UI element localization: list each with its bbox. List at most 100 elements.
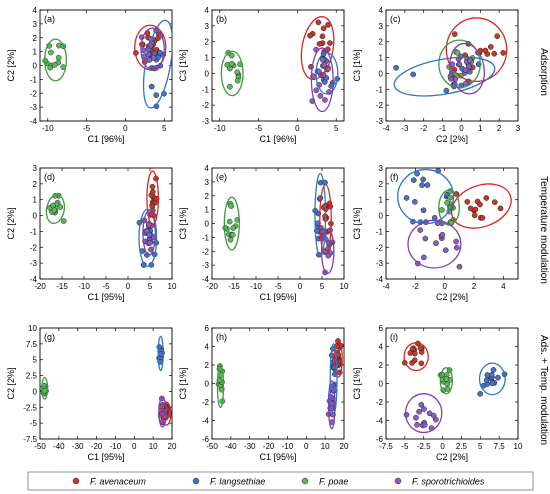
y-tick-label: -2 [30,243,38,252]
confidence-ellipse [319,183,332,255]
y-tick-label: -1 [202,85,210,94]
x-axis-label: C1 [95%] [259,292,296,302]
panel-letter: (h) [216,332,227,342]
confidence-ellipse [438,189,460,226]
y-tick-label: -3 [30,103,38,112]
data-point [313,87,320,94]
data-point [467,205,474,212]
y-axis-label: C2 [2%] [6,49,16,81]
x-tick-label: 0 [298,282,303,291]
confidence-ellipse [439,367,454,395]
y-tick-label: -6 [202,435,210,444]
data-point [490,367,497,373]
plot-frame [211,327,345,440]
x-tick-label: 10 [321,442,330,451]
y-tick-label: 3 [379,22,384,31]
data-point [321,61,328,68]
y-tick-label: 2 [379,180,384,189]
data-point [433,240,439,246]
confidence-ellipse [44,38,68,82]
data-point [321,79,328,85]
y-axis-label: C3 [1%] [178,207,188,239]
x-tick-label: 5 [148,282,153,291]
x-tick-label: -40 [53,442,65,451]
y-axis-label: C3 [1%] [352,367,362,399]
data-point [315,19,322,26]
data-point [442,247,449,254]
y-tick-label: 0 [33,387,38,396]
marks [215,338,344,430]
x-tick-label: 0 [126,282,131,291]
data-point [431,214,438,221]
panel-letter: (a) [44,14,55,24]
x-tick-label: 0 [295,124,300,133]
x-tick-label: 4 [501,282,506,291]
marks [42,19,172,110]
x-tick-label: 5 [334,124,339,133]
y-tick-label: -3 [202,261,210,270]
x-tick-label: -50 [34,442,46,451]
y-tick-label: -4 [376,275,384,284]
y-tick-label: 1 [205,206,210,215]
data-point [227,83,233,90]
data-point [317,93,324,99]
x-tick-label: -20 [34,282,46,291]
data-point [419,182,425,188]
panel-letter: (d) [44,172,55,182]
confidence-ellipse [140,27,165,71]
panel-f: -4 -2 0 2 4 -4 -3 -2 -1 0 1 2 3 C2 [2%] C3 [1%] (f) [352,164,519,302]
legend-box [27,471,534,491]
y-axis-label: C3 [1%] [352,207,362,239]
confidence-ellipse [329,343,338,415]
y-axis-label: C3 [1%] [178,367,188,399]
x-tick-label: 2 [472,282,477,291]
y-tick-label: -2 [202,101,210,110]
panel-letter: (f) [390,172,399,182]
y-tick-label: -1 [376,85,384,94]
data-point [443,87,450,94]
x-tick-label: -30 [72,442,84,451]
data-point [327,40,333,46]
row-label-ads-temp: Ads. + Temp. modulation [538,335,549,445]
x-tick-label: -20 [91,442,103,451]
marks [222,172,336,276]
confidence-ellipse [403,342,429,372]
data-point [153,92,160,98]
y-tick-label: -3 [376,259,384,268]
data-point [413,414,419,421]
x-axis-label: C1 [95%] [259,452,296,462]
data-point [444,199,450,206]
data-point [226,218,233,225]
data-point [316,68,322,75]
data-point [147,240,153,246]
x-tick-label: -2 [420,124,428,133]
x-tick-label: 0 [459,124,464,133]
panel-i: -7.5 -5 -2.5 0 2.5 5 7.5 10 -6 -4 -2 0 2 4 6 C2 [2%] C3 … [352,324,523,462]
data-point [407,350,414,356]
data-point [320,25,327,32]
y-tick-label: 3 [33,164,38,173]
data-point [143,228,150,235]
data-point [140,47,147,54]
marks [40,335,172,428]
data-point [421,406,427,412]
x-tick-label: -2 [412,282,420,291]
data-point [479,215,486,221]
x-axis-label: C2 [2%] [436,292,468,302]
x-tick-label: -5 [274,282,282,291]
x-tick-label: -7.5 [379,442,393,451]
data-point [482,47,489,54]
data-point [48,49,54,56]
x-tick-label: -10 [78,282,90,291]
x-tick-label: 0 [442,282,447,291]
y-tick-label: -2.5 [23,403,37,412]
data-point [228,203,235,209]
plot-frame [39,327,173,440]
x-tick-label: 2.5 [456,442,468,451]
marks [220,16,341,113]
data-point [462,67,469,74]
y-tick-label: 2 [33,34,38,43]
confidence-ellipse [478,362,506,396]
